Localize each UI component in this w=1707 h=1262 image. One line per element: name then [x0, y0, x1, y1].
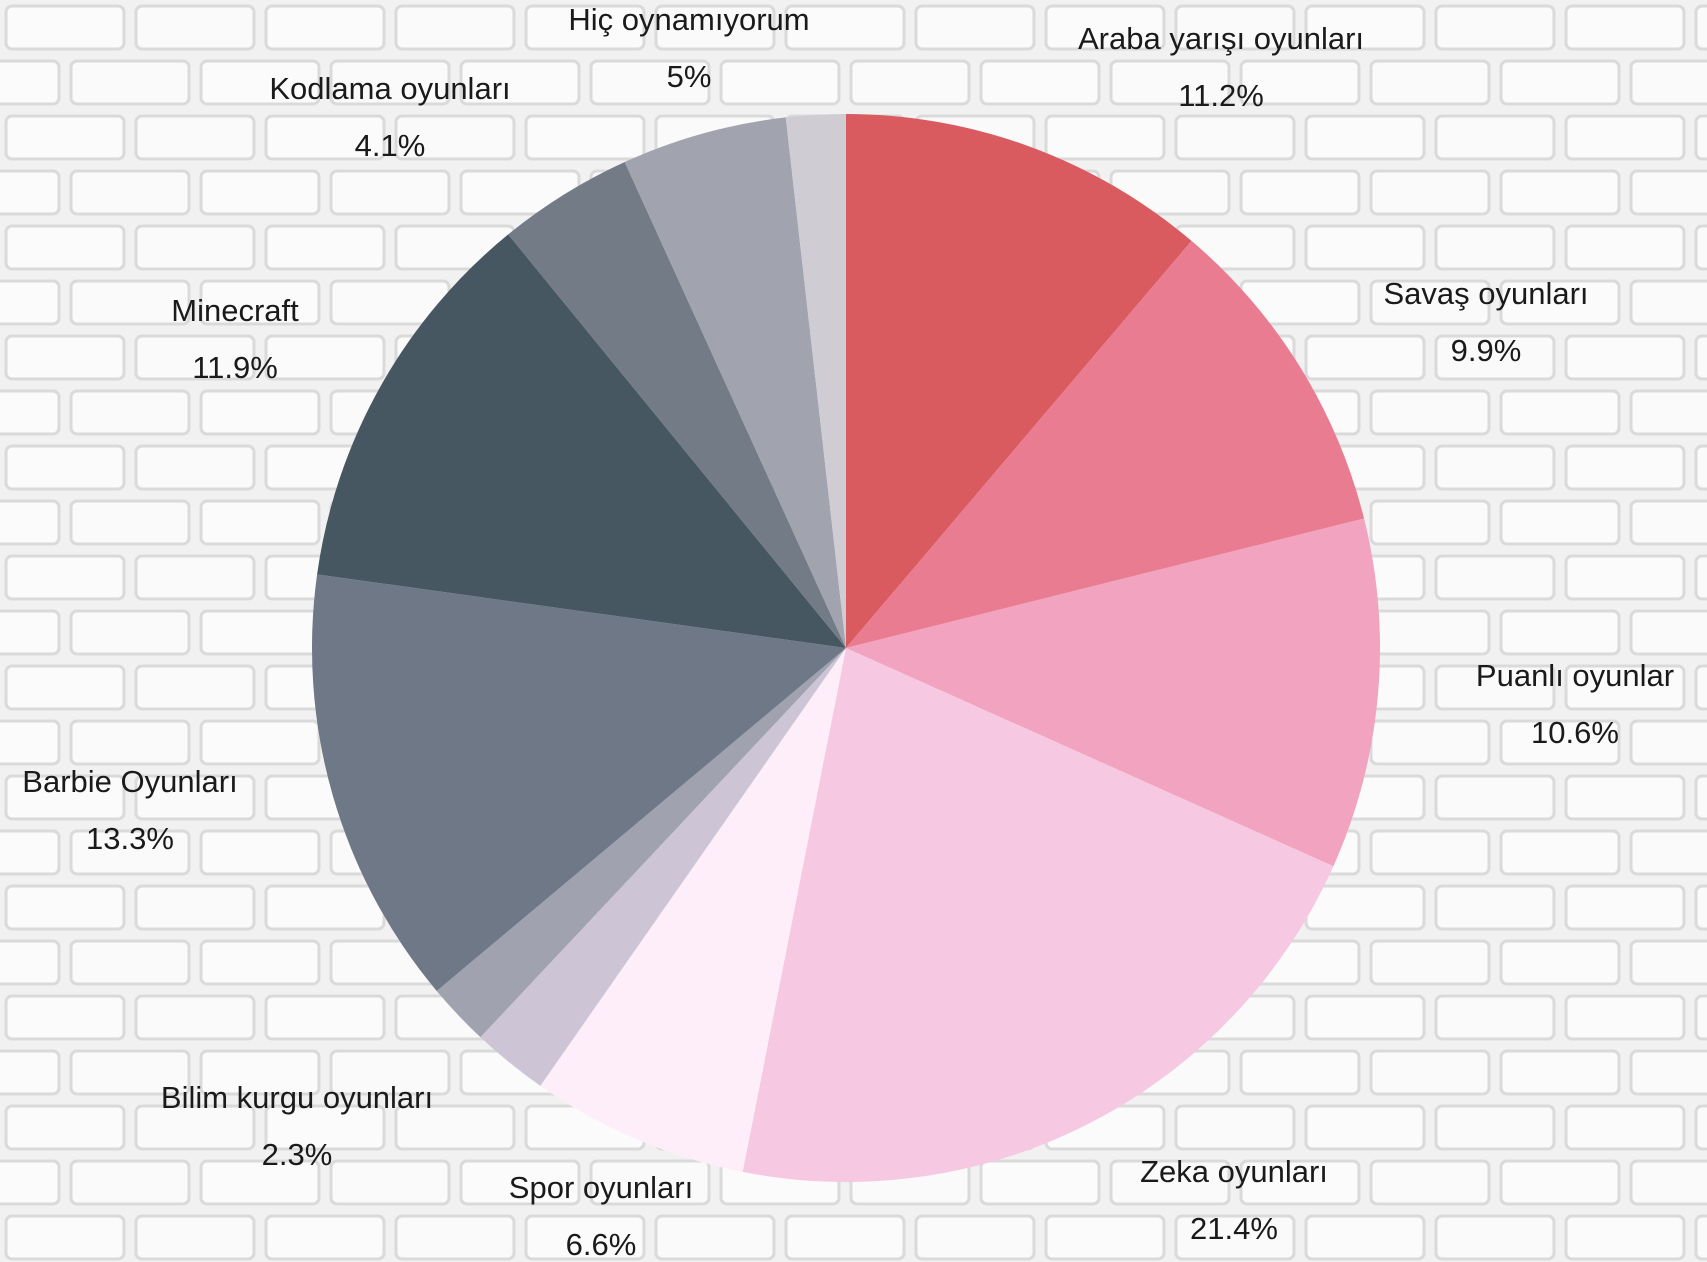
slice-label: Bilim kurgu oyunları	[161, 1080, 433, 1115]
page: {"chart_data": {"type": "pie", "categori…	[0, 0, 1707, 1262]
chart: Araba yarışı oyunları 11.2% Savaş oyunları…	[0, 0, 1707, 1262]
slice-value: 6.6%	[566, 1227, 637, 1262]
slice-value: 11.2%	[1178, 78, 1264, 113]
slice-label: Minecraft	[171, 293, 299, 328]
slice-value: 9.9%	[1451, 333, 1522, 368]
slice-label: Savaş oyunları	[1383, 276, 1588, 311]
slice-label: Spor oyunları	[509, 1170, 693, 1205]
slice-label: Zeka oyunları	[1140, 1154, 1328, 1189]
slice-value: 2.3%	[262, 1137, 333, 1172]
slice-value: 11.9%	[192, 350, 278, 385]
slice-value: 13.3%	[86, 821, 174, 856]
slice-label: Hiç oynamıyorum	[568, 2, 809, 37]
slice-label: Araba yarışı oyunları	[1078, 21, 1364, 56]
slice-label: Barbie Oyunları	[22, 764, 237, 799]
slice-value: 5%	[667, 59, 712, 94]
slice-label: Kodlama oyunları	[269, 71, 510, 106]
slice-value: 4.1%	[355, 128, 426, 163]
slice-label: Puanlı oyunlar	[1476, 658, 1674, 693]
slice-value: 10.6%	[1531, 715, 1619, 750]
slice-value: 21.4%	[1190, 1211, 1278, 1246]
